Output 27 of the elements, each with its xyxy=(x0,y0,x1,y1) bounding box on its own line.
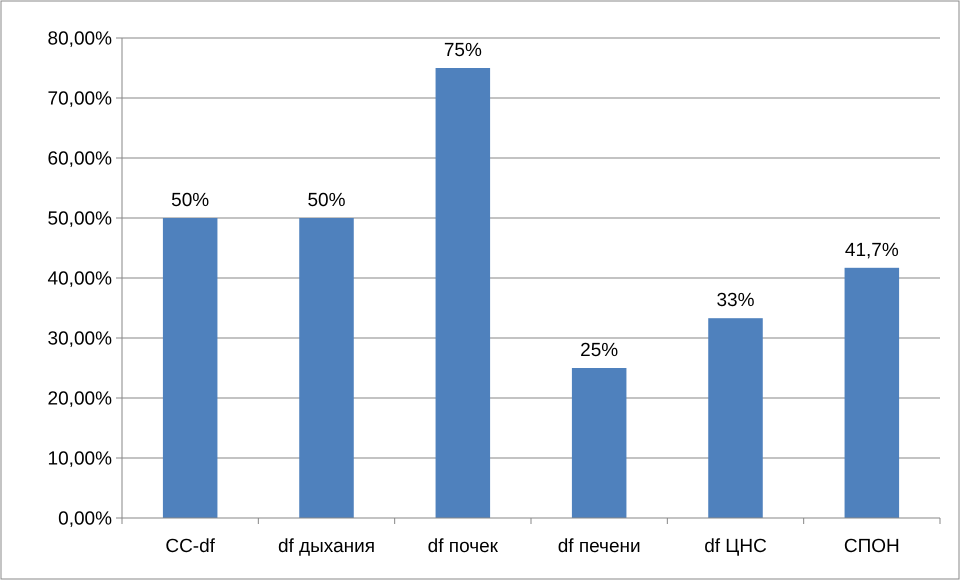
x-tick-label: df почек xyxy=(428,536,499,557)
x-tick-label: df ЦНС xyxy=(704,536,767,557)
y-tick-label: 40,00% xyxy=(48,268,112,290)
y-tick-label: 60,00% xyxy=(48,148,112,170)
data-label: 25% xyxy=(580,340,618,361)
y-tick-label: 80,00% xyxy=(48,28,112,50)
x-tick-label: df печени xyxy=(558,536,641,557)
bar xyxy=(299,218,354,518)
y-tick-label: 0,00% xyxy=(58,508,112,530)
y-tick-label: 70,00% xyxy=(48,88,112,110)
x-tick-label: СПОН xyxy=(844,536,900,557)
data-label: 33% xyxy=(716,290,755,312)
bar xyxy=(708,318,763,518)
y-tick-label: 10,00% xyxy=(48,448,112,470)
data-label: 50% xyxy=(307,190,346,211)
bar xyxy=(436,68,490,518)
data-label: 50% xyxy=(171,190,210,211)
bar xyxy=(572,368,626,518)
x-tick-label: df дыхания xyxy=(278,536,376,557)
x-tick-label: СС-df xyxy=(165,536,216,557)
data-label: 75% xyxy=(444,40,482,61)
y-tick-label: 30,00% xyxy=(48,328,112,350)
y-tick-label: 20,00% xyxy=(48,388,112,410)
bar xyxy=(844,268,900,518)
y-tick-label: 50,00% xyxy=(48,208,112,230)
bar xyxy=(162,218,218,518)
data-label: 41,7% xyxy=(844,240,899,261)
